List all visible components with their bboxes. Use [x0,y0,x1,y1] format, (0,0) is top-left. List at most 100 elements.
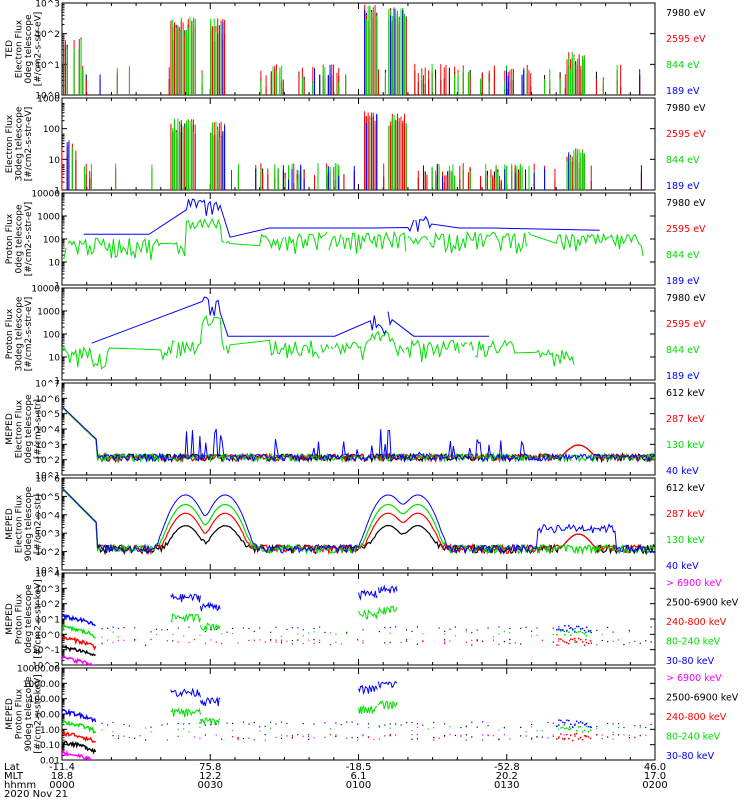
flux-point [389,734,391,736]
flux-point [280,737,283,739]
flux-trace [377,699,398,711]
flux-point [172,633,174,636]
flux-point [503,630,505,633]
flux-point [400,641,402,644]
flux-point [585,735,588,738]
flux-point [177,735,179,737]
flux-point [574,641,576,643]
flux-point [291,627,293,629]
flux-point [471,639,473,641]
time-axis-hhmm-label: 0000 [49,780,74,791]
flux-point [210,724,212,726]
flux-point [596,734,598,736]
flux-point [221,633,223,635]
flux-point [465,734,467,736]
flux-point [560,733,562,735]
y-tick-label: 10^2 [35,548,60,558]
flux-point [172,640,174,642]
legend-entry: 844 eV [666,345,700,356]
y-axis-label: TED [5,40,15,59]
flux-trace [83,198,600,238]
flux-trace [358,704,378,715]
panel-6: 10^1 10^2 10^3 10^4 10^5 10^6 MEPED Electron Fl… [5,475,705,577]
flux-point [564,634,566,636]
flux-point [612,733,614,736]
flux-point [280,639,283,641]
y-tick-label: 1000.00 [23,680,60,690]
flux-point [650,641,652,643]
flux-point [583,629,586,632]
flux-point [215,734,217,736]
flux-point [367,727,370,729]
flux-point [384,642,386,644]
flux-point [552,734,554,736]
flux-point [573,630,576,632]
flux-trace [62,488,655,556]
flux-point [161,724,163,726]
legend-entry: 40 keV [666,466,699,477]
legend-entry: 7980 eV [666,103,706,114]
flux-point [297,633,299,635]
flux-point [449,640,451,642]
data-layer [62,487,655,556]
flux-point [556,644,558,646]
flux-point [585,639,587,641]
flux-point [541,736,544,738]
flux-point [308,632,310,634]
flux-point [579,628,582,630]
flux-point [589,631,592,633]
y-tick-label: 10^0 [35,631,60,641]
flux-point [248,723,250,725]
flux-point [416,738,419,740]
flux-point [237,642,239,644]
flux-point [411,738,413,740]
flux-trace [62,405,655,463]
flux-point [509,738,511,740]
data-layer [62,296,575,370]
flux-point [569,627,571,630]
flux-point [166,739,168,741]
flux-point [583,633,586,635]
legend-entry: 844 eV [666,155,700,166]
legend-entry: 2595 eV [666,129,706,140]
flux-point [487,735,489,737]
flux-point [362,735,364,737]
flux-point [547,721,549,724]
flux-point [552,722,554,724]
flux-point [525,626,527,628]
flux-point [573,733,576,736]
y-axis-label: Proton Flux [5,308,15,359]
panel-4: 1 10 100 1000 10000 Proton Flux 30deg telescop… [5,285,706,387]
flux-point [226,722,228,724]
panel-5: 10^1 10^2 10^3 10^4 10^5 10^6 10^7 MEPED Electro… [5,380,705,482]
flux-point [566,630,568,633]
flux-point [101,636,103,638]
flux-point [575,720,578,723]
y-axis-label: MEPED [5,413,15,445]
flux-point [562,721,564,724]
flux-point [492,636,495,638]
flux-point [357,739,359,741]
flux-point [297,639,299,641]
flux-point [645,640,647,642]
legend-entry: 7980 eV [666,198,706,209]
flux-point [556,628,558,631]
flux-point [302,642,304,645]
data-layer [63,4,641,95]
flux-point [264,641,266,643]
flux-point [566,641,568,644]
flux-point [443,633,446,635]
date-label: 2020 Nov 21 [4,789,68,800]
y-axis-label: [#/cm2-s-str-eV] [24,107,34,182]
flux-point [313,631,315,633]
legend-entry: 2595 eV [666,224,706,235]
flux-point [558,728,560,731]
data-layer [62,111,642,190]
flux-point [558,629,560,631]
y-tick-label: 10^3 [35,0,60,10]
legend-entry: 2500-6900 keV [666,598,739,609]
footer-label-mlt: MLT [4,771,24,782]
flux-point [476,640,478,642]
flux-point [280,640,283,642]
flux-point [340,643,342,645]
